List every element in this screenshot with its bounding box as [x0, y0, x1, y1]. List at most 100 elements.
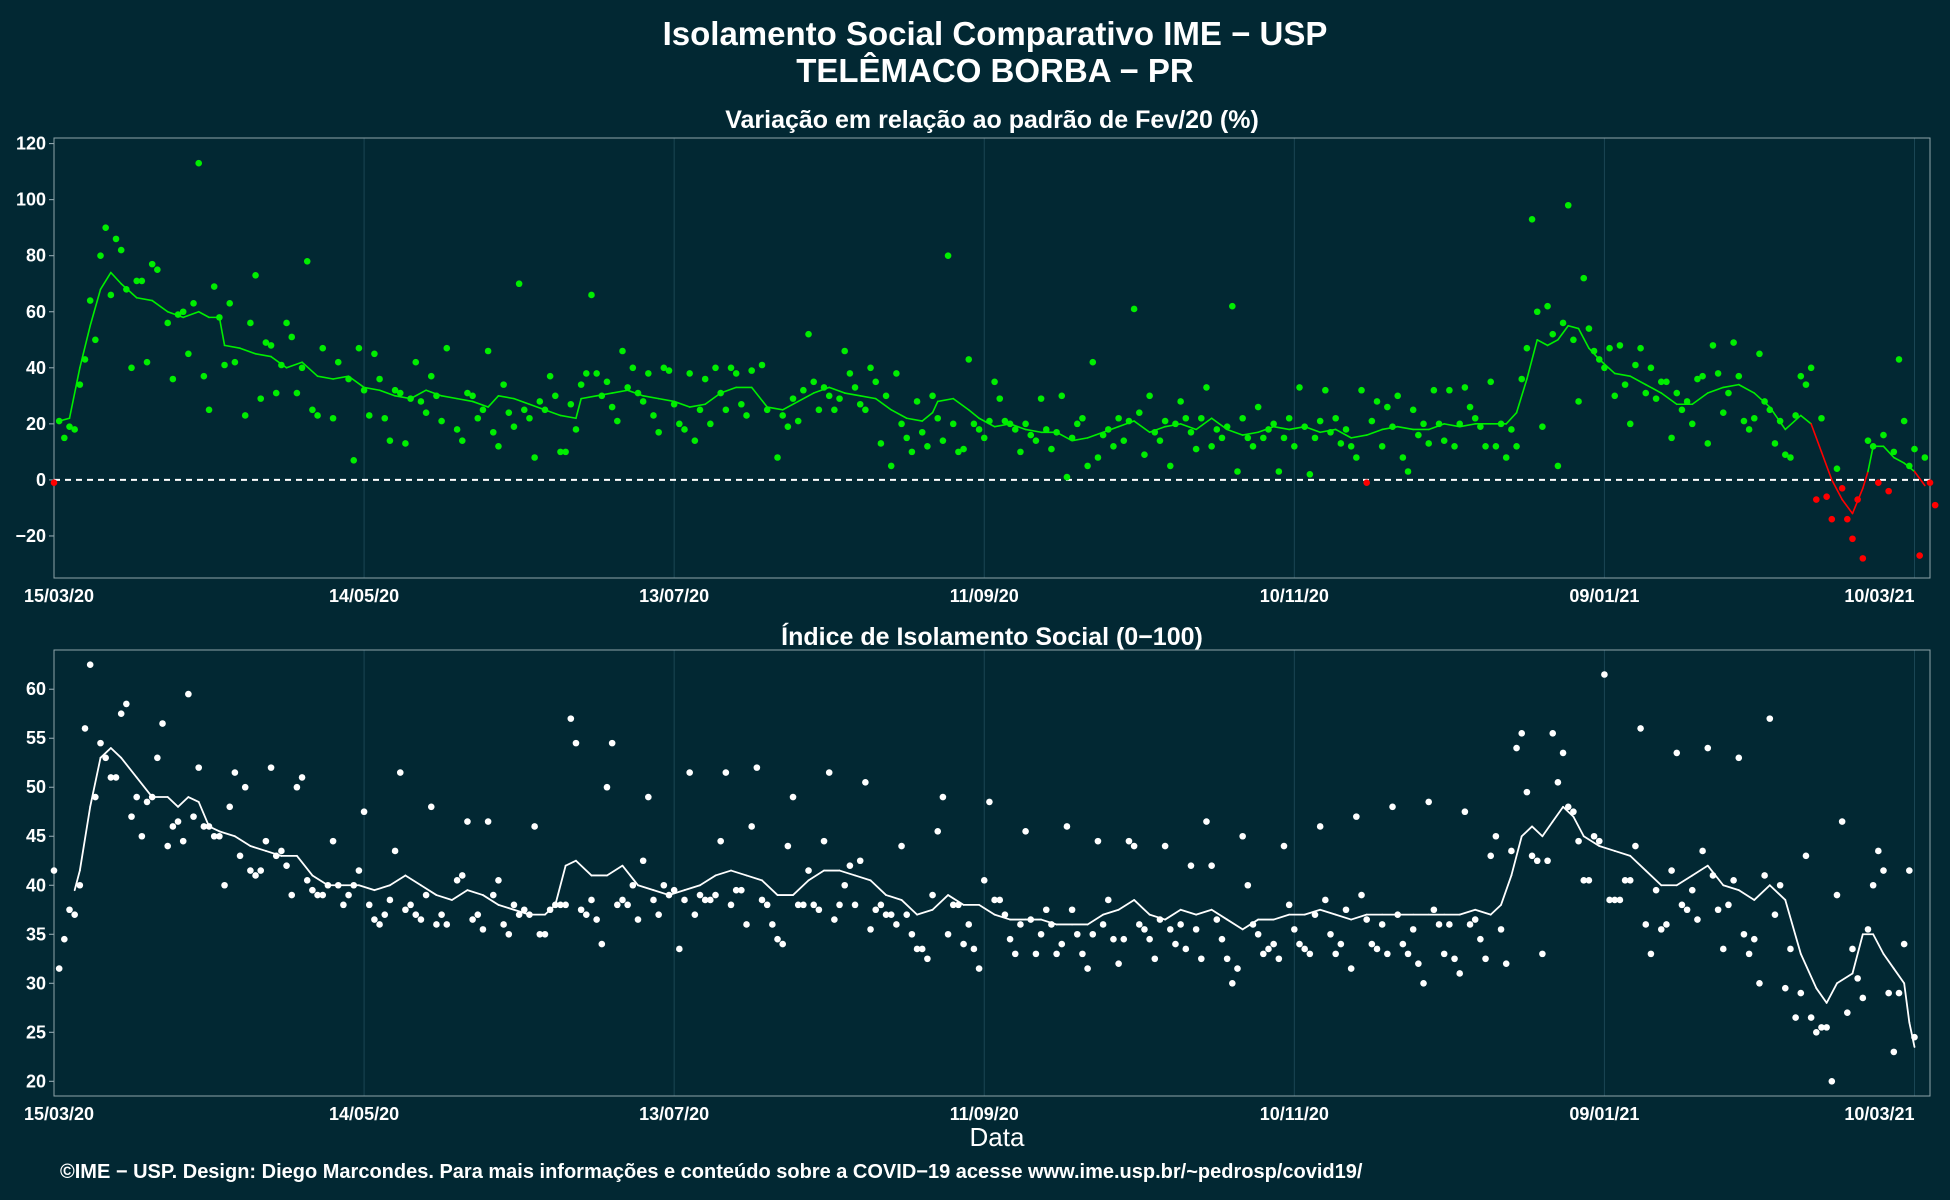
data-point [1332, 950, 1339, 958]
data-point [133, 277, 140, 285]
moving-average-segment [952, 397, 970, 411]
moving-average-segment [233, 835, 252, 847]
data-point [856, 857, 864, 865]
y-tick-label: 45 [26, 826, 46, 846]
data-point [526, 414, 533, 422]
data-point [1182, 945, 1190, 953]
data-point [1115, 960, 1122, 967]
data-point [505, 409, 513, 416]
data-point [283, 862, 290, 869]
moving-average-segment [1675, 874, 1694, 887]
data-point [417, 916, 425, 923]
data-point [717, 837, 724, 845]
data-point [1725, 901, 1732, 909]
moving-average-segment [1334, 428, 1352, 439]
moving-average-segment [78, 805, 92, 872]
data-point [371, 350, 378, 358]
data-point [1895, 989, 1903, 997]
data-point [743, 412, 750, 419]
data-point [376, 921, 383, 928]
moving-average-segment [781, 400, 799, 411]
data-point [975, 965, 983, 972]
data-point [841, 881, 849, 889]
data-point [515, 911, 523, 918]
data-point [567, 400, 575, 408]
data-point [1683, 906, 1691, 914]
moving-average-segment [1644, 383, 1663, 394]
data-point [298, 774, 306, 781]
moving-average-segment [1500, 874, 1513, 906]
data-point [1316, 823, 1324, 830]
data-point [851, 901, 859, 909]
data-point [1254, 930, 1262, 938]
data-point [1580, 877, 1588, 884]
data-point [422, 409, 430, 416]
data-point [283, 319, 290, 327]
data-point [278, 847, 285, 855]
data-point [1549, 730, 1557, 737]
data-point [350, 881, 358, 889]
data-point [867, 926, 874, 933]
data-point [148, 260, 156, 268]
data-point [1063, 823, 1071, 830]
data-point [143, 358, 151, 366]
data-point [701, 896, 709, 904]
data-point [614, 901, 621, 909]
x-axis-label: Data [970, 1122, 1025, 1152]
moving-average-segment [1226, 918, 1244, 931]
data-point [758, 361, 766, 369]
moving-average-segment [285, 361, 303, 369]
data-point [681, 896, 688, 904]
data-point [598, 392, 606, 400]
moving-average-segment [1737, 383, 1756, 394]
data-point [867, 364, 874, 372]
moving-average-segment [89, 756, 102, 808]
data-point [691, 911, 699, 918]
data-point [1048, 921, 1055, 928]
data-point [831, 916, 838, 923]
data-point [686, 769, 693, 776]
data-point [329, 837, 337, 845]
x-tick-label: 15/03/20 [24, 1104, 94, 1124]
data-point [1539, 950, 1546, 958]
data-point [531, 823, 538, 830]
moving-average-segment [978, 903, 996, 916]
data-point [76, 881, 84, 889]
data-point [1854, 975, 1861, 982]
x-tick-label: 10/11/20 [1260, 1104, 1329, 1124]
data-point [438, 417, 445, 425]
data-point [949, 420, 957, 428]
data-point [1280, 434, 1288, 442]
data-point [707, 896, 714, 904]
moving-average-segment [1825, 982, 1838, 1004]
data-point [1750, 414, 1758, 422]
data-point [712, 364, 719, 372]
data-point [520, 906, 528, 914]
data-point [670, 886, 678, 894]
data-point [319, 344, 327, 352]
data-point [1296, 384, 1303, 391]
moving-average-segment [575, 859, 593, 877]
data-point [1022, 828, 1029, 835]
moving-average-segment [931, 894, 949, 911]
data-point [55, 417, 63, 425]
data-point [1342, 426, 1350, 433]
moving-average-segment [1164, 908, 1182, 921]
y-tick-label: 100 [16, 190, 46, 210]
moving-average-segment [435, 894, 453, 901]
data-point [1260, 950, 1267, 958]
data-point [1807, 364, 1815, 372]
data-point [179, 308, 187, 316]
data-point [1306, 950, 1314, 958]
data-point [1006, 420, 1014, 428]
data-point [1575, 398, 1582, 405]
moving-average-segment [1458, 423, 1477, 428]
data-point [536, 930, 544, 938]
data-point [1911, 445, 1918, 453]
moving-average-segment [1753, 884, 1771, 901]
data-point [1017, 448, 1024, 456]
data-point [1482, 955, 1489, 963]
data-point [552, 392, 559, 400]
data-point [1518, 730, 1526, 737]
moving-average-segment [166, 796, 179, 808]
